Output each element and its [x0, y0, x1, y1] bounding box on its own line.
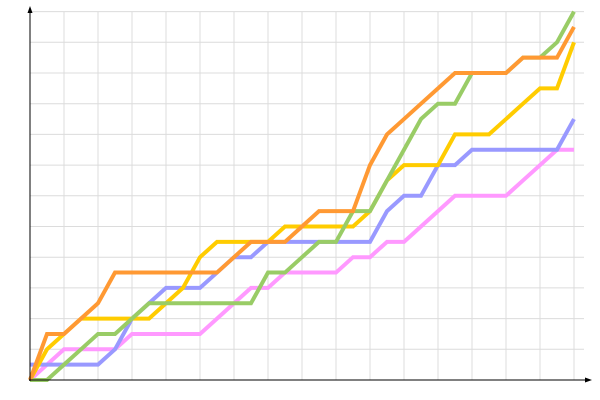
series-line-2	[30, 118, 576, 367]
series-group	[28, 10, 576, 382]
axes	[27, 6, 592, 383]
series-line-1	[28, 147, 574, 382]
y-axis-arrow	[27, 6, 33, 13]
x-axis-arrow	[585, 377, 592, 383]
series-line-5	[28, 25, 576, 381]
